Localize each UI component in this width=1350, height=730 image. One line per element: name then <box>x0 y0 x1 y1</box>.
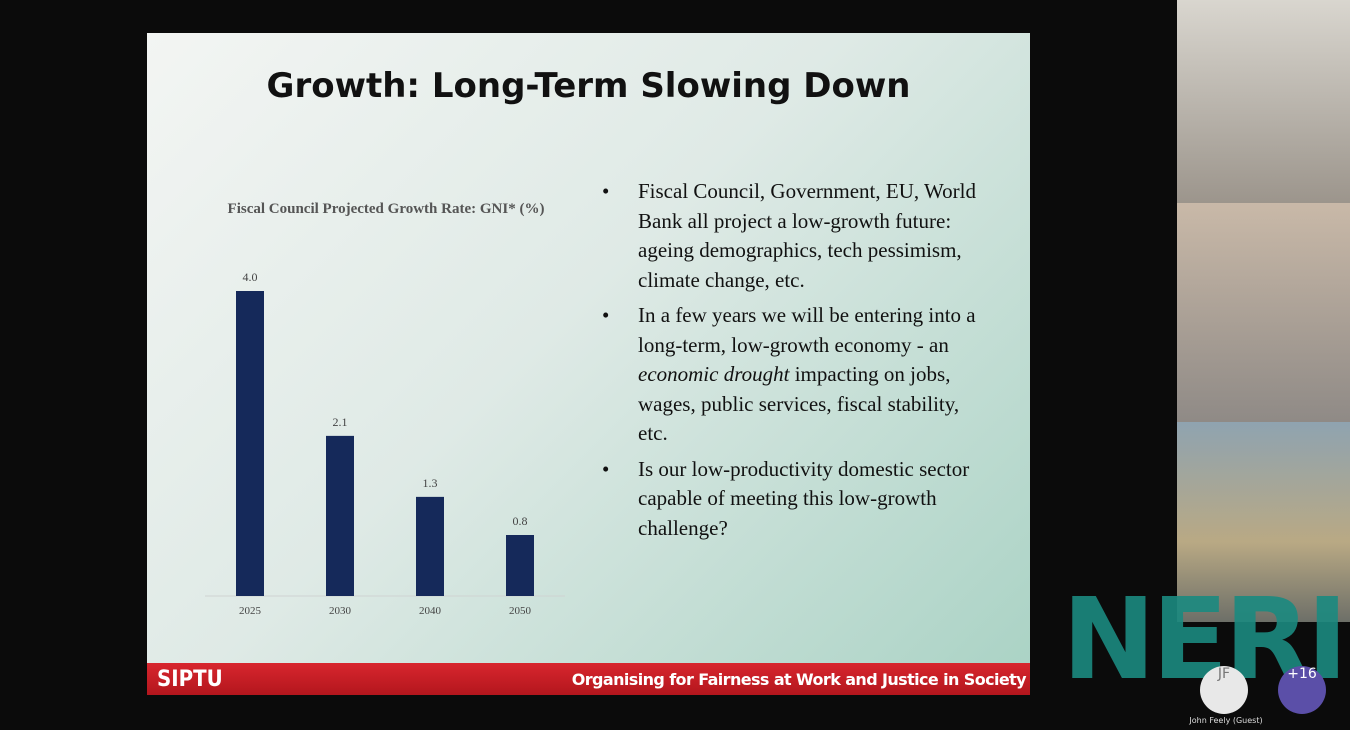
chart-title: Fiscal Council Projected Growth Rate: GN… <box>227 201 545 217</box>
avatar[interactable]: JF <box>1200 666 1248 714</box>
bar <box>326 435 354 596</box>
bullet-text: In a few years we will be entering into … <box>638 303 976 357</box>
bullet-text: impacting on jobs, wages, public service… <box>638 362 960 445</box>
avatar[interactable]: +16 <box>1278 666 1326 714</box>
value-label: 1.3 <box>423 476 438 490</box>
bar <box>416 496 444 596</box>
footer-logo: SIPTU <box>157 667 223 692</box>
bullet: Fiscal Council, Government, EU, World Ba… <box>602 177 987 295</box>
slide: Growth: Long-Term Slowing Down Fiscal Co… <box>147 33 1030 695</box>
bullet: In a few years we will be entering into … <box>602 301 987 449</box>
x-tick-label: 2025 <box>239 605 262 617</box>
participant-name: John Feely (Guest) <box>1189 716 1263 725</box>
value-label: 2.1 <box>333 415 348 429</box>
bullet: Is our low-productivity domestic sector … <box>602 455 987 544</box>
bullet-text: Is our low-productivity domestic sector … <box>638 456 970 540</box>
footer-bar: SIPTU Organising for Fairness at Work an… <box>147 663 1030 695</box>
value-label: 4.0 <box>243 270 258 284</box>
footer-slogan: Organising for Fairness at Work and Just… <box>571 670 1027 689</box>
bullet-text: Fiscal Council, Government, EU, World Ba… <box>638 179 976 292</box>
video-tile[interactable] <box>1177 422 1350 622</box>
bullet-text: economic drought <box>638 362 790 386</box>
bar <box>506 535 534 596</box>
x-tick-label: 2030 <box>329 605 352 617</box>
video-tile[interactable] <box>1177 0 1350 203</box>
slide-title: Growth: Long-Term Slowing Down <box>266 66 911 106</box>
value-label: 0.8 <box>513 514 528 528</box>
x-tick-label: 2050 <box>509 605 532 617</box>
bar <box>236 291 264 596</box>
bullet-list: Fiscal Council, Government, EU, World Ba… <box>602 177 987 549</box>
video-tile[interactable] <box>1177 203 1350 422</box>
x-tick-label: 2040 <box>419 605 442 617</box>
